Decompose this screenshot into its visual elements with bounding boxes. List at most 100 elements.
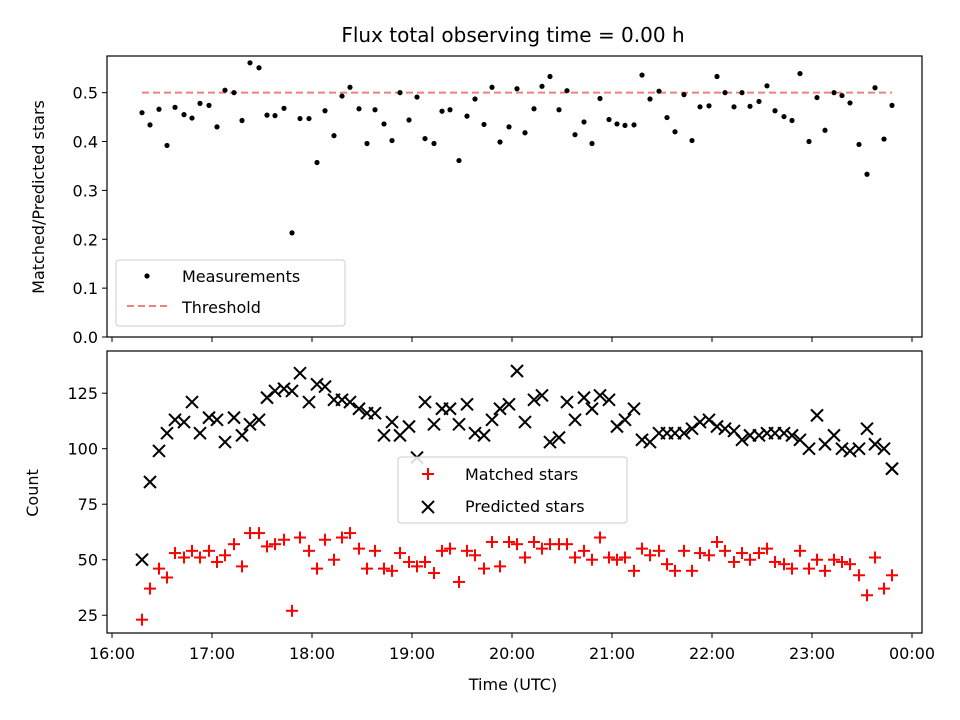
matched-star-point xyxy=(436,544,448,557)
predicted-star-point xyxy=(618,413,632,427)
matched-star-point xyxy=(753,547,765,560)
matched-star-point xyxy=(561,538,573,551)
count-y-tick-label: 75 xyxy=(78,495,98,514)
count-x-axis-label: Time (UTC) xyxy=(468,675,557,694)
predicted-star-point xyxy=(385,415,399,429)
matched-star-point xyxy=(161,571,173,584)
predicted-star-point xyxy=(835,441,849,456)
measurement-point xyxy=(322,108,328,114)
matched-star-point xyxy=(611,553,623,566)
matched-star-point xyxy=(294,531,306,544)
predicted-star-point xyxy=(735,433,749,447)
predicted-star-point xyxy=(560,395,574,409)
matched-star-point xyxy=(619,551,631,564)
predicted-star-point xyxy=(443,402,457,416)
count-legend-frame xyxy=(397,456,628,524)
measurement-point xyxy=(356,106,362,112)
count-y-tick-label: 50 xyxy=(78,551,98,570)
count-x-tick-label: 22:00 xyxy=(689,644,735,663)
measurement-point xyxy=(681,92,687,98)
matched-star-point xyxy=(519,551,531,564)
measurement-point xyxy=(414,94,420,100)
matched-star-point xyxy=(761,542,773,555)
measurement-point xyxy=(606,116,612,123)
count-y-axis-label: Count xyxy=(23,469,42,517)
measurement-point xyxy=(806,138,812,145)
matched-star-point xyxy=(394,547,406,560)
predicted-star-point xyxy=(310,377,324,392)
measurement-point xyxy=(839,92,845,99)
measurement-point xyxy=(589,140,595,147)
matched-star-point xyxy=(261,540,273,553)
measurement-point xyxy=(781,113,787,120)
matched-star-point xyxy=(228,538,240,551)
matched-star-point xyxy=(703,549,715,562)
measurement-point xyxy=(722,90,728,96)
predicted-star-point xyxy=(477,428,491,443)
predicted-star-point xyxy=(827,428,841,443)
measurement-point xyxy=(664,114,670,121)
measurement-point xyxy=(306,115,312,122)
matched-star-point xyxy=(411,560,423,573)
predicted-star-point xyxy=(452,417,466,431)
matched-star-point xyxy=(269,538,281,551)
matched-star-point xyxy=(686,564,698,577)
matched-star-point xyxy=(328,553,340,566)
matched-star-point xyxy=(811,553,823,566)
predicted-star-point xyxy=(885,461,899,476)
predicted-star-point xyxy=(527,393,541,407)
predicted-star-point xyxy=(535,388,549,403)
matched-star-point xyxy=(861,589,873,602)
predicted-star-point xyxy=(677,426,691,440)
predicted-star-point xyxy=(493,402,507,416)
predicted-star-point xyxy=(627,402,641,416)
matched-star-point xyxy=(578,544,590,557)
predicted-star-point xyxy=(285,384,299,398)
measurement-point xyxy=(564,88,570,94)
matched-star-point xyxy=(503,535,515,548)
matched-star-point xyxy=(644,549,656,562)
predicted-star-point xyxy=(377,428,391,443)
count-legend: Matched stars Predicted stars xyxy=(397,456,628,524)
predicted-star-point xyxy=(427,417,441,431)
ratio-legend: Measurements Threshold xyxy=(115,259,346,327)
matched-star-point xyxy=(836,555,848,568)
predicted-star-point xyxy=(352,402,366,416)
matched-star-point xyxy=(386,564,398,577)
ratio-legend-frame xyxy=(115,259,346,327)
matched-star-point xyxy=(711,535,723,548)
measurement-point xyxy=(639,72,645,78)
measurement-point xyxy=(889,102,895,108)
measurement-point xyxy=(506,124,512,130)
measurement-point xyxy=(556,107,562,113)
count-y-tick-label: 25 xyxy=(78,606,98,625)
measurement-point xyxy=(547,73,553,80)
predicted-star-point xyxy=(193,426,207,440)
matched-star-point xyxy=(694,547,706,560)
measurement-point xyxy=(672,129,678,135)
predicted-star-point xyxy=(877,441,891,456)
measurement-point xyxy=(406,117,412,123)
measurement-point xyxy=(597,95,603,102)
ratio-y-tick-label: 0.1 xyxy=(73,279,98,298)
measurement-point xyxy=(689,137,695,144)
predicted-star-point xyxy=(785,428,799,443)
matched-star-point xyxy=(311,562,323,575)
measurement-point xyxy=(447,107,453,113)
measurement-point xyxy=(881,136,887,142)
predicted-star-point xyxy=(302,395,316,409)
predicted-star-point xyxy=(518,415,532,429)
measurement-point xyxy=(614,121,620,127)
matched-star-point xyxy=(336,531,348,544)
matched-star-point xyxy=(486,535,498,548)
matched-star-point xyxy=(178,551,190,564)
predicted-star-point xyxy=(152,444,166,458)
matched-star-point xyxy=(428,567,440,580)
measurement-point xyxy=(822,127,828,133)
measurement-point xyxy=(372,107,378,113)
matched-star-point xyxy=(494,560,506,573)
predicted-star-point xyxy=(602,393,616,407)
matched-star-point xyxy=(603,551,615,564)
measurement-point xyxy=(339,93,345,99)
